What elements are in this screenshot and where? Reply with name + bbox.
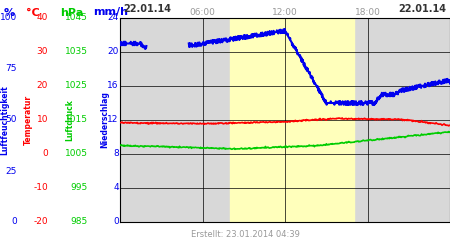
Text: 0: 0 [11, 218, 17, 226]
Text: 20: 20 [108, 48, 119, 56]
Text: 22.01.14: 22.01.14 [123, 4, 171, 14]
Text: 1045: 1045 [65, 14, 88, 22]
Text: 1015: 1015 [65, 116, 88, 124]
Text: 4: 4 [113, 184, 119, 192]
Bar [230, 18, 285, 222]
Text: 12:00: 12:00 [272, 8, 298, 17]
Text: 06:00: 06:00 [189, 8, 216, 17]
Text: 0: 0 [42, 150, 48, 158]
Text: Niederschlag: Niederschlag [100, 92, 109, 148]
Text: Luftdruck: Luftdruck [65, 99, 74, 141]
Text: °C: °C [27, 8, 40, 18]
Text: 1005: 1005 [65, 150, 88, 158]
Text: 50: 50 [5, 116, 17, 124]
Text: hPa: hPa [60, 8, 83, 18]
Text: 8: 8 [113, 150, 119, 158]
Text: %: % [4, 8, 15, 18]
Bar [285, 18, 354, 222]
Text: 22.01.14: 22.01.14 [399, 4, 447, 14]
Text: 985: 985 [70, 218, 88, 226]
Text: 18:00: 18:00 [355, 8, 380, 17]
Text: 40: 40 [36, 14, 48, 22]
Text: 75: 75 [5, 64, 17, 74]
Text: 100: 100 [0, 14, 17, 22]
Text: 24: 24 [108, 14, 119, 22]
Text: 0: 0 [113, 218, 119, 226]
Text: 30: 30 [36, 48, 48, 56]
Text: -10: -10 [33, 184, 48, 192]
Text: 12: 12 [108, 116, 119, 124]
Text: 995: 995 [70, 184, 88, 192]
Text: 10: 10 [36, 116, 48, 124]
Text: Temperatur: Temperatur [24, 95, 33, 145]
Text: Erstellt: 23.01.2014 04:39: Erstellt: 23.01.2014 04:39 [191, 230, 300, 239]
Text: 1025: 1025 [65, 82, 88, 90]
Text: 20: 20 [36, 82, 48, 90]
Text: -20: -20 [33, 218, 48, 226]
Text: Luftfeuchtigkeit: Luftfeuchtigkeit [0, 85, 9, 155]
Text: 16: 16 [107, 82, 119, 90]
Text: 25: 25 [5, 166, 17, 175]
Text: mm/h: mm/h [94, 8, 129, 18]
Text: 1035: 1035 [65, 48, 88, 56]
